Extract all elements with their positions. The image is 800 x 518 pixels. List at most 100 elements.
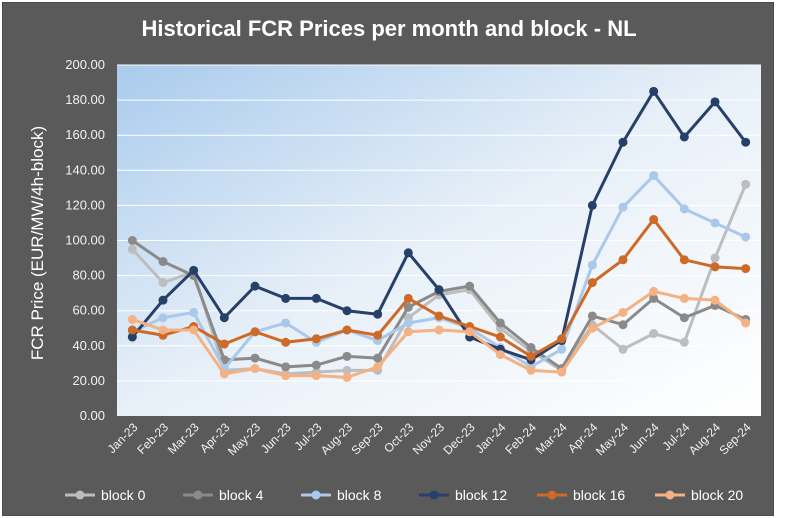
data-point — [403, 248, 413, 258]
data-point — [373, 362, 383, 372]
data-point — [189, 325, 199, 335]
data-point — [741, 232, 751, 242]
data-point — [281, 318, 291, 328]
x-tick-label: Jun-24 — [626, 420, 662, 456]
legend-marker — [547, 490, 557, 500]
data-point — [557, 334, 567, 344]
data-point — [618, 255, 628, 265]
y-tick-label: 100.00 — [65, 233, 105, 248]
data-point — [557, 367, 567, 377]
data-point — [587, 278, 597, 288]
data-point — [373, 309, 383, 319]
x-tick-label: Jun-23 — [258, 420, 294, 456]
data-point — [618, 344, 628, 354]
data-point — [526, 351, 536, 361]
data-point — [618, 307, 628, 317]
data-point — [373, 330, 383, 340]
data-point — [158, 278, 168, 288]
data-point — [557, 344, 567, 354]
y-axis-ticks: 0.00 20.00 40.00 60.00 80.00 100.00 120.00 140.… — [65, 57, 105, 423]
y-tick-label: 180.00 — [65, 92, 105, 107]
data-point — [403, 327, 413, 337]
legend-label: block 16 — [573, 487, 625, 503]
data-point — [618, 137, 628, 147]
data-point — [403, 318, 413, 328]
x-tick-label: May-23 — [225, 420, 263, 458]
data-point — [679, 313, 689, 323]
y-tick-label: 0.00 — [80, 408, 105, 423]
legend-label: block 8 — [337, 487, 382, 503]
data-point — [373, 353, 383, 363]
data-point — [495, 350, 505, 360]
data-point — [587, 311, 597, 321]
data-point — [127, 314, 137, 324]
legend-label: block 12 — [455, 487, 507, 503]
series-block-12 — [127, 86, 751, 365]
x-tick-label: Jan-24 — [473, 420, 509, 456]
legend-item: block 16 — [537, 487, 625, 503]
data-point — [587, 200, 597, 210]
data-point — [679, 204, 689, 214]
data-point — [281, 293, 291, 303]
legend-marker — [429, 490, 439, 500]
chart-title: Historical FCR Prices per month and bloc… — [141, 16, 636, 41]
x-tick-label: Feb-23 — [134, 420, 171, 457]
data-point — [219, 369, 229, 379]
data-point — [434, 325, 444, 335]
x-axis-ticks: Jan-23Feb-23Mar-23Apr-23May-23Jun-23Jul-… — [105, 420, 754, 458]
data-point — [495, 332, 505, 342]
data-point — [618, 202, 628, 212]
y-tick-label: 120.00 — [65, 197, 105, 212]
line-chart: Historical FCR Prices per month and bloc… — [28, 16, 761, 503]
x-tick-label: Jan-23 — [105, 420, 141, 456]
legend-item: block 4 — [183, 487, 264, 503]
data-point — [342, 325, 352, 335]
data-point — [649, 214, 659, 224]
legend-marker — [311, 490, 321, 500]
data-point — [403, 293, 413, 303]
gridlines — [117, 64, 761, 382]
legend-label: block 4 — [219, 487, 264, 503]
legend-item: block 20 — [655, 487, 743, 503]
data-point — [189, 307, 199, 317]
legend-marker — [193, 490, 203, 500]
data-point — [219, 313, 229, 323]
y-tick-label: 20.00 — [72, 373, 105, 388]
data-point — [649, 329, 659, 339]
y-tick-label: 60.00 — [72, 303, 105, 318]
data-point — [342, 365, 352, 375]
y-tick-label: 200.00 — [65, 57, 105, 72]
data-point — [281, 371, 291, 381]
data-point — [526, 365, 536, 375]
data-point — [434, 311, 444, 321]
data-point — [465, 327, 475, 337]
data-point — [281, 362, 291, 372]
data-point — [250, 364, 260, 374]
legend: block 0 block 4 block 8 block 12 block 16 blo… — [65, 487, 743, 503]
data-point — [649, 86, 659, 96]
data-point — [710, 218, 720, 228]
data-point — [434, 285, 444, 295]
x-tick-label: Sep-24 — [717, 420, 754, 457]
y-tick-label: 140.00 — [65, 162, 105, 177]
data-point — [250, 281, 260, 291]
data-point — [158, 313, 168, 323]
data-point — [127, 244, 137, 254]
data-point — [741, 264, 751, 274]
data-point — [710, 262, 720, 272]
data-point — [219, 339, 229, 349]
data-point — [342, 351, 352, 361]
data-point — [311, 334, 321, 344]
data-point — [587, 260, 597, 270]
data-point — [127, 236, 137, 245]
legend-marker — [75, 490, 85, 500]
data-point — [710, 97, 720, 107]
data-point — [158, 325, 168, 335]
legend-item: block 0 — [65, 487, 146, 503]
legend-item: block 8 — [301, 487, 382, 503]
x-tick-label: Feb-24 — [502, 420, 539, 457]
data-point — [311, 293, 321, 303]
data-point — [158, 257, 168, 267]
data-point — [281, 337, 291, 347]
x-tick-label: Mar-23 — [165, 420, 202, 457]
